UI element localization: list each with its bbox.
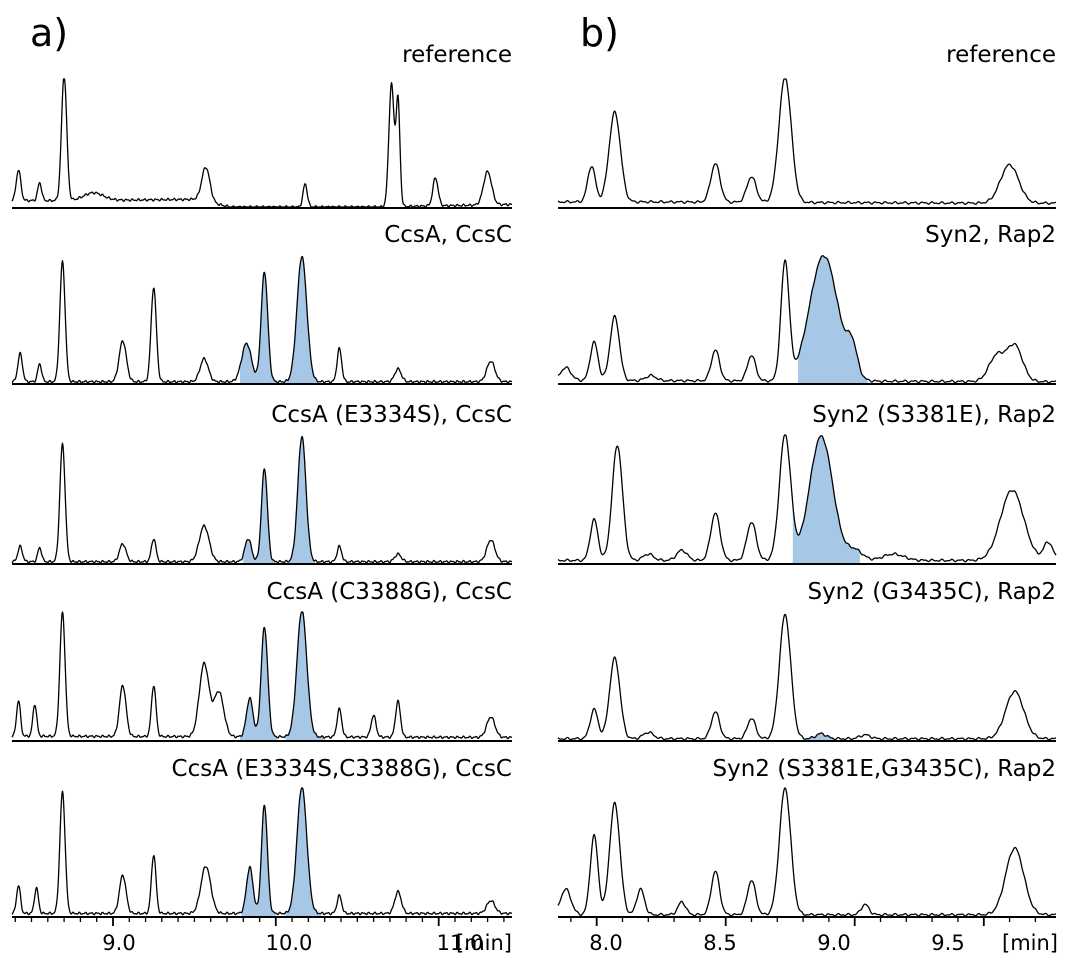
highlighted-peak-area bbox=[240, 627, 278, 740]
panel-a-trace-4-label: CcsA (C3388G), CcsC bbox=[267, 579, 512, 605]
panel-a-label: a) bbox=[30, 11, 68, 55]
highlighted-peak-area bbox=[792, 435, 860, 563]
signal-trace bbox=[557, 787, 1057, 917]
panel-a-xtick-label: 10.0 bbox=[266, 931, 313, 955]
panel-b: b) reference Syn2, Rap2 Syn2 (S3381E), R… bbox=[557, 11, 1058, 955]
signal-trace bbox=[557, 255, 1057, 384]
panel-b-xtick-label: 8.0 bbox=[589, 931, 622, 955]
signal-trace bbox=[557, 78, 1057, 206]
panel-a-trace-3-label: CcsA (E3334S), CcsC bbox=[271, 402, 512, 428]
signal-trace bbox=[11, 255, 513, 384]
panel-a-trace-1-label: reference bbox=[402, 42, 512, 68]
panel-a: a) reference CcsA, CcsC CcsA (E3334S), C… bbox=[11, 11, 513, 955]
highlighted-peak-area bbox=[241, 805, 276, 916]
trace-5 bbox=[557, 787, 1057, 918]
highlighted-peak-area bbox=[798, 255, 868, 383]
panel-b-trace-3-label: Syn2 (S3381E), Rap2 bbox=[812, 402, 1056, 428]
x-axis-ticks bbox=[14, 917, 505, 926]
panel-b-label: b) bbox=[580, 11, 619, 55]
trace-5 bbox=[11, 787, 513, 918]
trace-4 bbox=[11, 611, 513, 742]
trace-3 bbox=[557, 434, 1057, 565]
highlighted-peak-area bbox=[285, 256, 319, 383]
trace-2 bbox=[11, 255, 513, 385]
highlighted-peak-area bbox=[240, 272, 278, 383]
signal-trace bbox=[11, 787, 513, 916]
trace-1 bbox=[11, 78, 513, 209]
signal-trace bbox=[557, 613, 1057, 741]
signal-trace bbox=[11, 435, 513, 564]
panel-a-trace-5-label: CcsA (E3334S,C3388G), CcsC bbox=[172, 756, 512, 782]
signal-trace bbox=[557, 434, 1057, 563]
panel-b-trace-4-label: Syn2 (G3435C), Rap2 bbox=[807, 579, 1056, 605]
highlighted-peak-area bbox=[288, 436, 315, 563]
panel-b-xtick-label: 9.0 bbox=[817, 931, 850, 955]
x-axis-ticks bbox=[570, 917, 1037, 926]
panel-a-x-unit: [min] bbox=[456, 931, 512, 955]
trace-1 bbox=[557, 78, 1057, 209]
panel-b-trace-1-label: reference bbox=[946, 42, 1056, 68]
signal-trace bbox=[11, 611, 513, 740]
signal-trace bbox=[11, 78, 513, 208]
highlighted-peak-area bbox=[805, 732, 837, 740]
trace-2 bbox=[557, 255, 1057, 385]
highlighted-peak-area bbox=[285, 788, 322, 916]
panel-b-xtick-label: 9.5 bbox=[931, 931, 964, 955]
highlighted-peak-area bbox=[285, 612, 325, 740]
panel-a-xtick-label: 11.0 bbox=[437, 931, 484, 955]
panel-a-trace-2-label: CcsA, CcsC bbox=[384, 222, 512, 248]
trace-4 bbox=[557, 613, 1057, 742]
panel-a-xtick-label: 9.0 bbox=[102, 931, 135, 955]
panel-b-xtick-label: 8.5 bbox=[703, 931, 736, 955]
panel-b-trace-2-label: Syn2, Rap2 bbox=[925, 222, 1056, 248]
panel-b-x-unit: [min] bbox=[1002, 931, 1058, 955]
trace-3 bbox=[11, 435, 513, 565]
highlighted-peak-area bbox=[243, 468, 276, 563]
panel-b-trace-5-label: Syn2 (S3381E,G3435C), Rap2 bbox=[713, 756, 1057, 782]
